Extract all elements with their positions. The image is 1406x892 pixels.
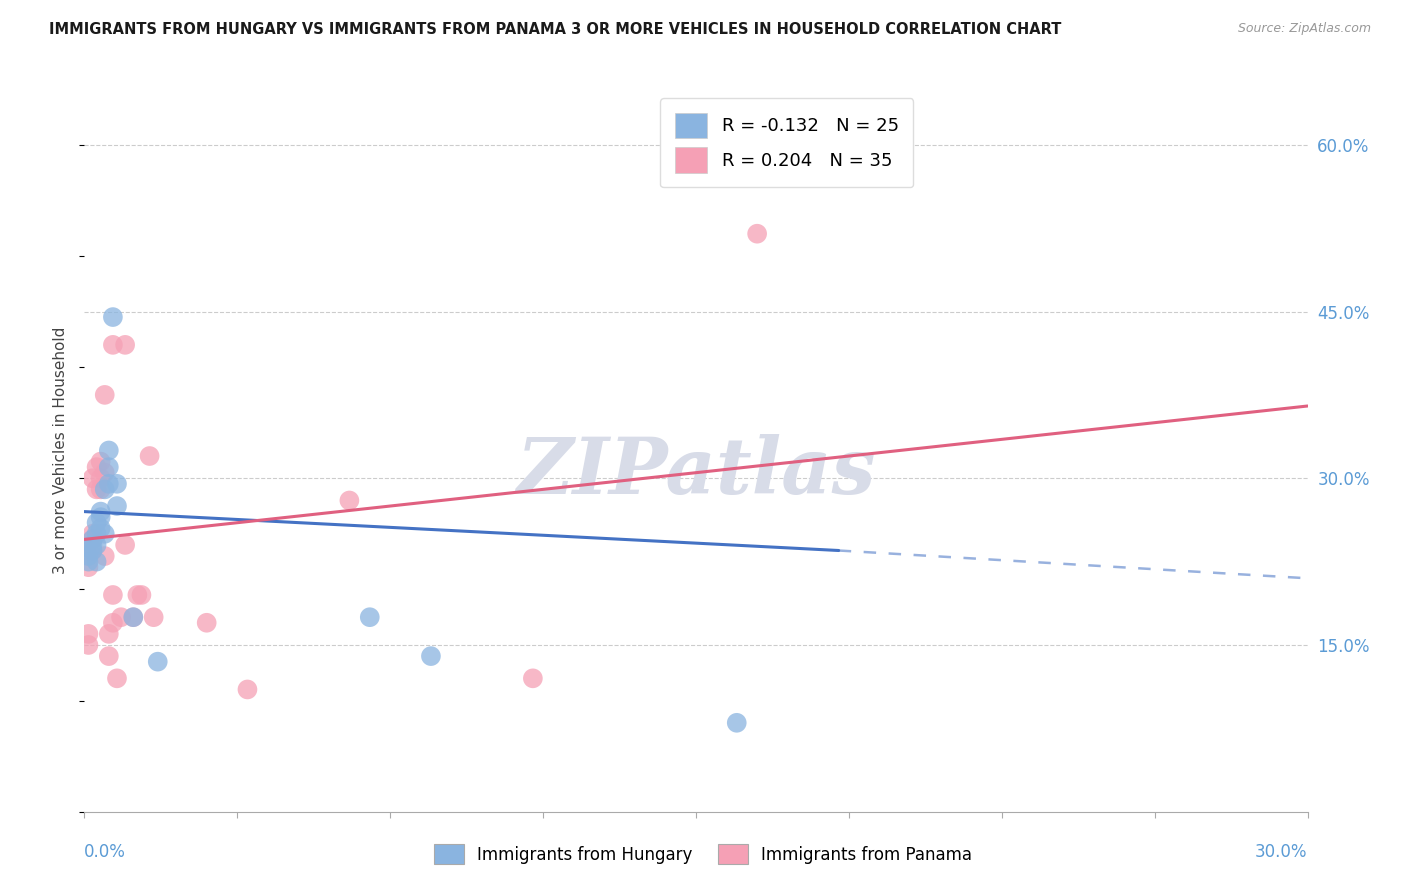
Point [110,610,132,624]
Point [77,560,100,574]
Point [105,671,128,685]
Legend: Immigrants from Hungary, Immigrants from Panama: Immigrants from Hungary, Immigrants from… [427,838,979,871]
Point [97,649,120,664]
Point [82,543,104,558]
Point [90,483,112,497]
Text: IMMIGRANTS FROM HUNGARY VS IMMIGRANTS FROM PANAMA 3 OR MORE VEHICLES IN HOUSEHOL: IMMIGRANTS FROM HUNGARY VS IMMIGRANTS FR… [49,22,1062,37]
Point [97,476,120,491]
Point [122,610,145,624]
Point [93,549,115,563]
Point [747,227,769,241]
Legend: R = -0.132   N = 25, R = 0.204   N = 35: R = -0.132 N = 25, R = 0.204 N = 35 [661,98,914,187]
Point [93,483,115,497]
Text: 0.0%: 0.0% [84,843,127,861]
Point [77,627,100,641]
Point [77,549,100,563]
Point [420,649,443,664]
Point [195,615,218,630]
Point [138,449,160,463]
Point [97,460,120,475]
Point [82,543,104,558]
Point [114,538,136,552]
Point [86,526,108,541]
Point [97,443,120,458]
Point [86,516,108,530]
Point [86,538,108,552]
Point [82,533,104,547]
Text: ZIPatlas: ZIPatlas [516,434,876,510]
Point [142,610,165,624]
Point [725,715,748,730]
Point [77,555,100,569]
Point [82,538,104,552]
Point [93,388,115,402]
Point [77,543,100,558]
Point [236,682,259,697]
Point [82,526,104,541]
Point [101,588,124,602]
Point [122,610,145,624]
Y-axis label: 3 or more Vehicles in Household: 3 or more Vehicles in Household [53,326,69,574]
Point [359,610,381,624]
Point [90,510,112,524]
Point [86,555,108,569]
Point [90,471,112,485]
Point [77,638,100,652]
Point [86,460,108,475]
Point [131,588,153,602]
Point [97,627,120,641]
Text: 30.0%: 30.0% [1256,843,1308,861]
Point [93,466,115,480]
Point [114,338,136,352]
Text: Source: ZipAtlas.com: Source: ZipAtlas.com [1237,22,1371,36]
Point [93,526,115,541]
Point [339,493,361,508]
Point [90,505,112,519]
Point [105,476,128,491]
Point [82,533,104,547]
Point [86,483,108,497]
Point [146,655,169,669]
Point [522,671,544,685]
Point [105,499,128,513]
Point [101,338,124,352]
Point [82,471,104,485]
Point [90,521,112,535]
Point [127,588,149,602]
Point [90,454,112,468]
Point [101,615,124,630]
Point [101,310,124,324]
